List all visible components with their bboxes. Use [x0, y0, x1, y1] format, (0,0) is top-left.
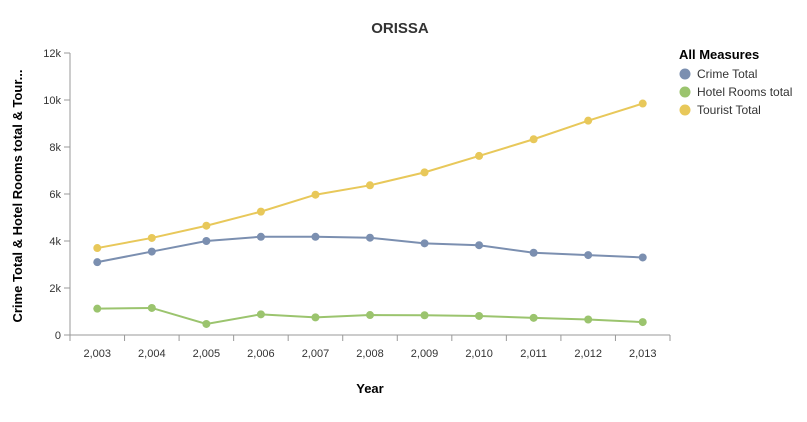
data-point-hotel-rooms-total[interactable]	[256, 310, 265, 319]
data-point-hotel-rooms-total[interactable]	[202, 319, 211, 328]
legend: All Measures Crime Total Hotel Rooms tota…	[679, 47, 792, 117]
data-point-tourist-total[interactable]	[638, 99, 647, 108]
y-tick-label: 10k	[43, 95, 61, 107]
data-point-crime-total[interactable]	[638, 253, 647, 262]
data-point-hotel-rooms-total[interactable]	[420, 311, 429, 320]
x-axis: 2,003 2,004 2,005 2,006 2,007 2,008 2,009 2,010…	[69, 334, 671, 360]
data-point-hotel-rooms-total[interactable]	[147, 303, 156, 312]
data-point-crime-total[interactable]	[420, 239, 429, 248]
y-axis: 0 2k 4k 6k 8k 10k 12k	[43, 48, 71, 342]
y-tick-label: 0	[55, 330, 61, 342]
data-point-tourist-total[interactable]	[584, 116, 593, 125]
data-point-hotel-rooms-total[interactable]	[93, 304, 102, 313]
x-tick-label: 2,012	[574, 348, 602, 360]
x-tick-label: 2,013	[629, 348, 657, 360]
x-tick-label: 2,009	[411, 348, 439, 360]
y-axis-title: Crime Total & Hotel Rooms total & Tour..…	[10, 69, 25, 322]
legend-label: Hotel Rooms total	[697, 85, 792, 99]
x-tick-label: 2,004	[138, 348, 166, 360]
data-point-hotel-rooms-total[interactable]	[366, 311, 374, 320]
x-tick-label: 2,005	[193, 348, 221, 360]
legend-item-crime-total[interactable]: Crime Total	[679, 67, 758, 81]
x-tick-label: 2,007	[302, 348, 330, 360]
y-tick-label: 4k	[49, 236, 61, 248]
data-point-crime-total[interactable]	[311, 232, 320, 241]
data-point-tourist-total[interactable]	[475, 151, 484, 160]
legend-title: All Measures	[679, 47, 759, 62]
legend-marker	[679, 68, 691, 80]
plot-area	[93, 99, 647, 328]
data-point-crime-total[interactable]	[256, 232, 265, 241]
x-tick-label: 2,011	[520, 348, 547, 360]
y-tick-label: 2k	[49, 283, 61, 295]
data-point-tourist-total[interactable]	[311, 190, 320, 199]
y-tick-label: 6k	[49, 189, 61, 201]
data-point-hotel-rooms-total[interactable]	[529, 313, 538, 322]
series-line-tourist-total	[97, 102, 644, 250]
data-point-crime-total[interactable]	[202, 237, 211, 245]
data-point-tourist-total[interactable]	[93, 244, 102, 253]
legend-item-tourist-total[interactable]: Tourist Total	[679, 103, 761, 117]
y-tick-label: 8k	[49, 142, 61, 154]
data-point-crime-total[interactable]	[475, 241, 484, 250]
data-point-crime-total[interactable]	[366, 233, 374, 242]
data-point-tourist-total[interactable]	[202, 221, 211, 230]
data-point-crime-total[interactable]	[147, 247, 156, 256]
data-point-hotel-rooms-total[interactable]	[311, 313, 320, 322]
legend-item-hotel-rooms-total[interactable]: Hotel Rooms total	[679, 85, 793, 99]
data-point-hotel-rooms-total[interactable]	[584, 315, 593, 324]
x-tick-label: 2,008	[356, 348, 384, 360]
data-point-tourist-total[interactable]	[420, 168, 429, 177]
data-point-tourist-total[interactable]	[256, 207, 265, 216]
x-tick-label: 2,010	[465, 348, 493, 360]
legend-label: Tourist Total	[697, 103, 761, 117]
legend-marker	[679, 104, 691, 116]
data-point-crime-total[interactable]	[93, 258, 102, 267]
data-point-crime-total[interactable]	[584, 251, 593, 260]
data-point-crime-total[interactable]	[529, 248, 538, 257]
chart-title: ORISSA	[371, 20, 429, 37]
legend-marker	[679, 86, 691, 98]
x-tick-label: 2,006	[247, 348, 275, 360]
data-point-hotel-rooms-total[interactable]	[638, 318, 647, 327]
data-point-tourist-total[interactable]	[529, 135, 538, 144]
data-point-tourist-total[interactable]	[366, 181, 374, 190]
x-tick-label: 2,003	[84, 348, 112, 360]
data-point-hotel-rooms-total[interactable]	[475, 311, 484, 320]
y-tick-label: 12k	[43, 48, 61, 60]
data-point-tourist-total[interactable]	[147, 233, 156, 242]
legend-label: Crime Total	[697, 67, 757, 81]
x-axis-title: Year	[356, 381, 383, 396]
